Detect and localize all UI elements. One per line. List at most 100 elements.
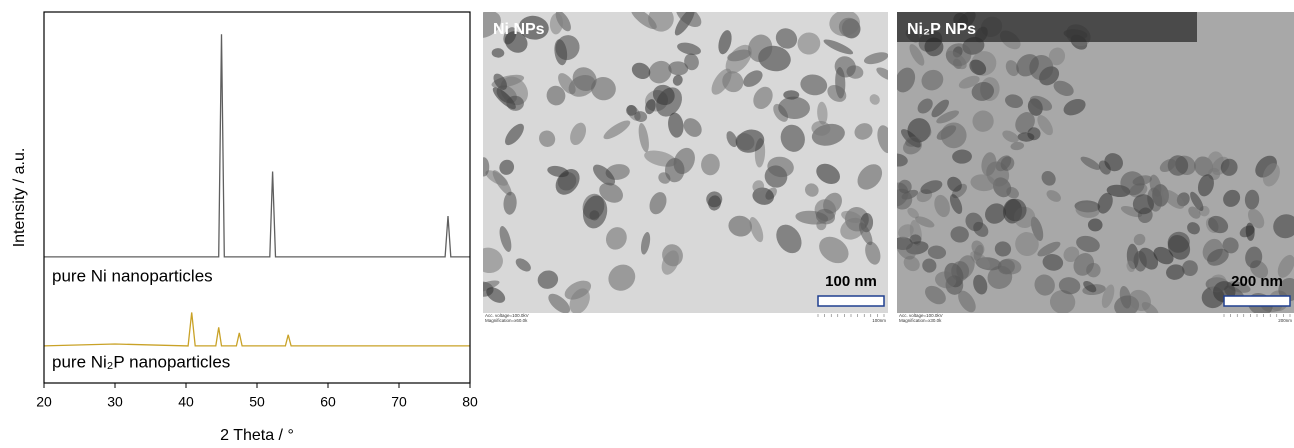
particle [925, 285, 946, 305]
particle [865, 241, 881, 265]
particle [640, 232, 651, 255]
particle [1042, 254, 1064, 271]
particle [1073, 253, 1095, 276]
particle [970, 174, 996, 192]
particle [499, 226, 512, 252]
particle [969, 59, 987, 76]
particle [924, 37, 944, 57]
particle [915, 216, 935, 228]
particle [546, 85, 566, 106]
particle [1004, 198, 1027, 222]
particle [811, 120, 831, 136]
particle [493, 73, 507, 90]
particle [800, 74, 828, 96]
particle [920, 180, 943, 194]
particle [1005, 60, 1019, 77]
particle [931, 99, 949, 118]
particle [569, 288, 590, 313]
scale-bar-label: 100 nm [825, 273, 877, 290]
particle [582, 195, 608, 229]
particle [603, 120, 631, 140]
particle [548, 293, 571, 313]
particle [743, 70, 763, 87]
particle [634, 111, 648, 122]
particle [684, 53, 699, 71]
particle [994, 241, 1012, 257]
particle [950, 226, 969, 243]
particle [1149, 174, 1162, 197]
particle [898, 179, 912, 194]
particle [934, 194, 950, 218]
particle [547, 165, 569, 178]
particle [897, 153, 908, 167]
particle [648, 60, 672, 84]
particle [555, 35, 580, 61]
particle [648, 12, 674, 32]
y-axis-label: Intensity / a.u. [11, 148, 28, 248]
particle [591, 76, 616, 101]
particle [1010, 141, 1025, 151]
particle [1262, 163, 1280, 187]
particle [819, 236, 849, 264]
x-tick-label: 30 [107, 394, 123, 410]
particle [661, 250, 679, 275]
x-tick-label: 80 [462, 394, 478, 410]
particle [1277, 254, 1294, 278]
particle [638, 123, 649, 153]
scale-bar-label: 200 nm [1231, 273, 1283, 290]
particle [1041, 171, 1056, 186]
particle [701, 153, 720, 176]
particle [499, 159, 515, 175]
particle [776, 224, 802, 254]
particle [838, 17, 861, 39]
particle [708, 195, 721, 211]
particle [652, 84, 675, 106]
particle [483, 12, 501, 38]
particle [749, 216, 764, 243]
particle [949, 194, 963, 214]
particle [668, 112, 684, 138]
particle [1037, 241, 1061, 257]
particle [570, 122, 587, 146]
particle [927, 245, 947, 259]
particle [876, 67, 888, 81]
particle [903, 255, 920, 272]
particle [973, 221, 989, 237]
particle [951, 183, 967, 199]
particle [1220, 158, 1238, 176]
particle [515, 258, 531, 272]
particle [683, 118, 702, 137]
particle [505, 123, 524, 146]
series-line [43, 312, 470, 347]
particle [971, 81, 995, 101]
particle [898, 224, 914, 239]
dark-top [897, 12, 1197, 42]
particle [645, 99, 656, 115]
particle [1080, 156, 1101, 170]
particle [1049, 290, 1076, 313]
particle [549, 12, 563, 35]
particle [834, 56, 856, 78]
tem-image: Ni NPs 100 nm Acc. voltage=100.0kVMagnific… [483, 12, 888, 323]
particle [1166, 264, 1185, 280]
particle [518, 15, 549, 40]
particle [485, 170, 508, 186]
particle [605, 227, 627, 250]
particle [907, 207, 919, 219]
particle [483, 280, 500, 294]
particle [1182, 260, 1198, 277]
particle [1063, 246, 1080, 263]
particle [626, 104, 637, 116]
image-label: Ni₂P NPs [907, 21, 976, 38]
particle [486, 287, 506, 303]
particle [897, 188, 913, 210]
particle [778, 96, 810, 119]
particle [537, 270, 559, 289]
particle [767, 156, 794, 178]
particle [483, 157, 490, 177]
particle [823, 39, 854, 55]
scale-bar [1223, 295, 1291, 307]
particle [1006, 186, 1019, 199]
particle [491, 48, 505, 58]
particle [947, 176, 962, 192]
